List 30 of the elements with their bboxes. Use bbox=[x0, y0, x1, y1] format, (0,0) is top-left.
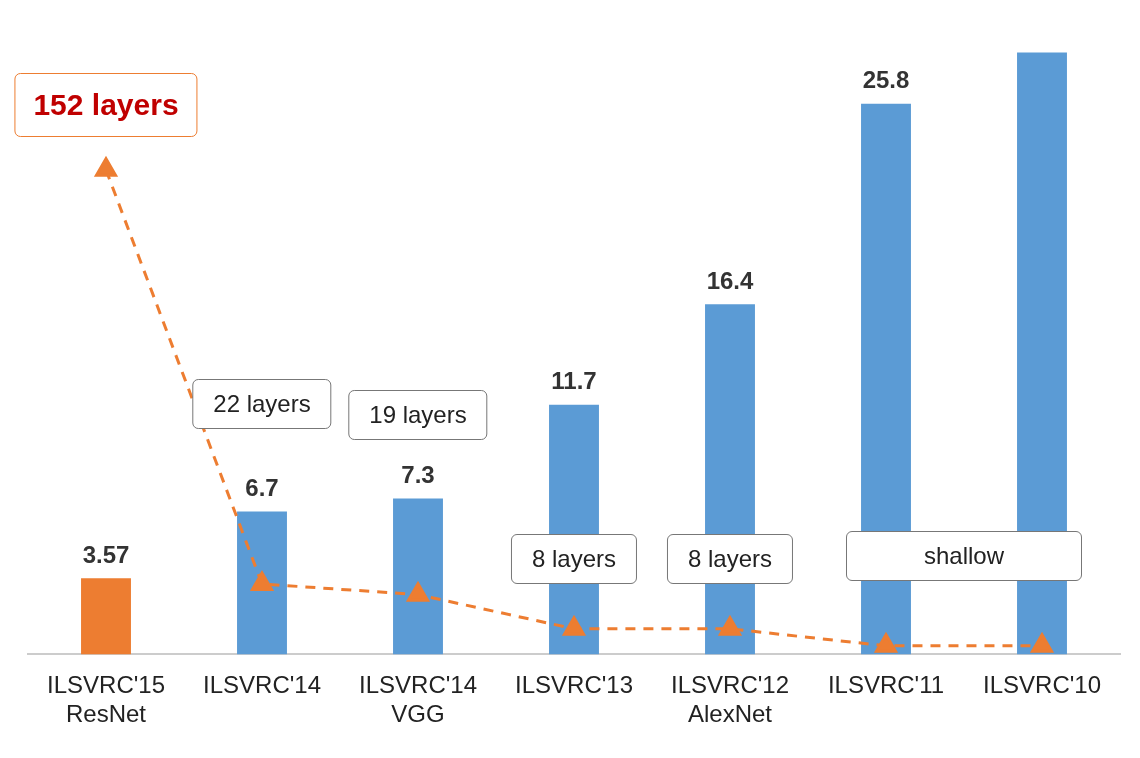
x-tick-label: ILSVRC'10 bbox=[983, 671, 1101, 699]
data-label: 3.57 bbox=[82, 540, 130, 568]
callout-box: shallow bbox=[846, 530, 1082, 581]
x-tick-label: ILSVRC'15 ResNet bbox=[47, 671, 165, 728]
callout-box: 22 layers bbox=[192, 378, 332, 429]
x-tick-label: ILSVRC'12 AlexNet bbox=[671, 671, 789, 728]
point bbox=[718, 616, 742, 636]
point bbox=[250, 571, 274, 591]
bar bbox=[237, 511, 287, 655]
x-tick-label: ILSVRC'11 bbox=[827, 671, 945, 699]
data-label: 7.3 bbox=[401, 461, 435, 489]
point bbox=[406, 582, 430, 602]
data-label: 11.7 bbox=[551, 367, 597, 395]
callout-box: 8 layers bbox=[667, 533, 793, 584]
data-label: 25.8 bbox=[862, 66, 910, 94]
data-label: 6.7 bbox=[245, 474, 279, 501]
callout-box: 19 layers bbox=[348, 389, 488, 440]
data-label: 16.4 bbox=[706, 266, 754, 294]
x-tick-label: ILSVRC'14 bbox=[203, 671, 321, 699]
bar bbox=[393, 498, 443, 655]
x-tick-label: ILSVRC'14 VGG bbox=[359, 671, 477, 728]
point bbox=[874, 633, 898, 653]
point bbox=[1030, 633, 1054, 653]
callout-box: 152 layers bbox=[14, 72, 198, 137]
bar bbox=[1017, 52, 1067, 655]
point bbox=[94, 157, 118, 177]
callout-box: 8 layers bbox=[511, 533, 637, 584]
point bbox=[562, 616, 586, 636]
x-tick-label: ILSVRC'13 bbox=[515, 671, 633, 699]
bar bbox=[81, 578, 131, 655]
